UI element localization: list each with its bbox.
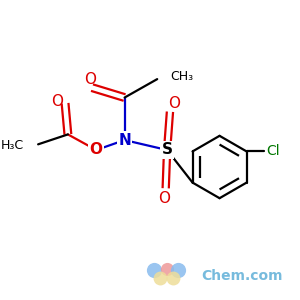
Text: S: S [162,142,172,158]
Text: O: O [51,94,63,109]
Text: CH₃: CH₃ [170,70,193,83]
Text: Cl: Cl [267,144,280,158]
Text: H₃C: H₃C [1,139,24,152]
Text: O: O [85,72,97,87]
Text: O: O [168,96,180,111]
Text: O: O [158,191,170,206]
Point [176,268,181,273]
Point [170,276,175,280]
Text: O: O [90,142,103,158]
Point [165,267,170,272]
Text: N: N [118,133,131,148]
Point [158,276,162,280]
Point [152,268,157,273]
Text: Chem.com: Chem.com [201,268,283,283]
